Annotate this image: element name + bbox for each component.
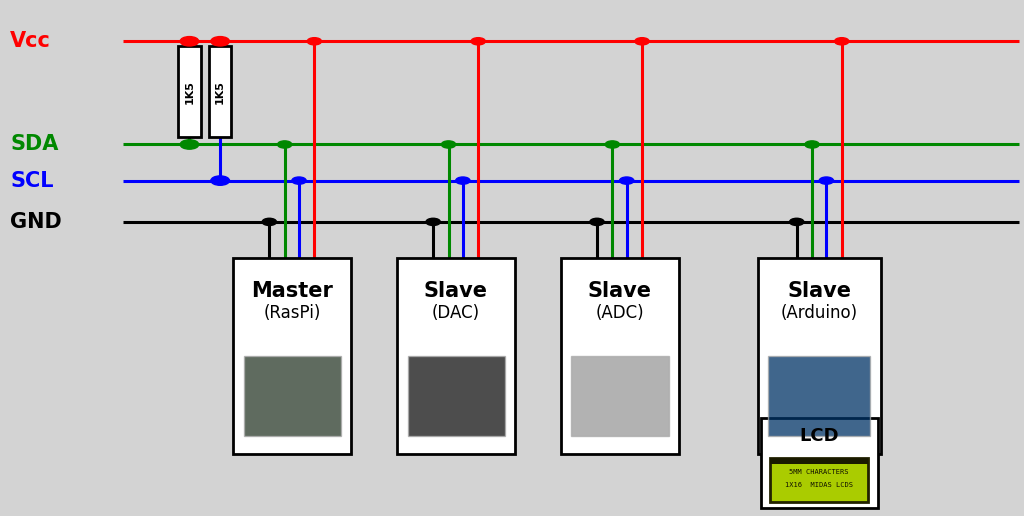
Circle shape [456,177,470,184]
Text: (RasPi): (RasPi) [263,304,321,322]
Bar [209,46,231,137]
Circle shape [819,177,834,184]
Circle shape [805,141,819,148]
Circle shape [211,176,229,185]
Circle shape [307,38,322,45]
Text: 5MM CHARACTERS: 5MM CHARACTERS [790,469,849,475]
Text: Slave: Slave [424,281,487,301]
Circle shape [605,141,620,148]
Bar [770,458,868,464]
Bar [758,258,881,454]
Circle shape [635,38,649,45]
Circle shape [441,141,456,148]
Circle shape [426,218,440,225]
Text: 1X16  MIDAS LCDS: 1X16 MIDAS LCDS [785,482,853,488]
Text: (ADC): (ADC) [595,304,644,322]
Bar [244,356,341,436]
Text: (Arduino): (Arduino) [780,304,858,322]
Circle shape [211,37,229,46]
Text: Slave: Slave [787,281,851,301]
Bar [408,356,505,436]
Text: 1K5: 1K5 [215,79,225,104]
Bar [233,258,351,454]
Circle shape [471,38,485,45]
Text: 1K5: 1K5 [184,79,195,104]
Circle shape [620,177,634,184]
Circle shape [262,218,276,225]
Text: Vcc: Vcc [10,31,51,51]
Bar [571,356,669,436]
Circle shape [790,218,804,225]
Bar [178,46,201,137]
Bar [397,258,515,454]
Text: SDA: SDA [10,135,58,154]
Circle shape [835,38,849,45]
Text: LCD: LCD [800,427,839,445]
Text: SCL: SCL [10,171,53,190]
Text: Slave: Slave [588,281,651,301]
Text: GND: GND [10,212,62,232]
Text: (DAC): (DAC) [432,304,479,322]
Bar [770,458,868,502]
Circle shape [278,141,292,148]
Circle shape [180,140,199,149]
Bar [761,418,878,508]
Text: Master: Master [251,281,333,301]
Bar [768,356,870,436]
Bar [561,258,679,454]
Circle shape [180,37,199,46]
Circle shape [292,177,306,184]
Circle shape [590,218,604,225]
